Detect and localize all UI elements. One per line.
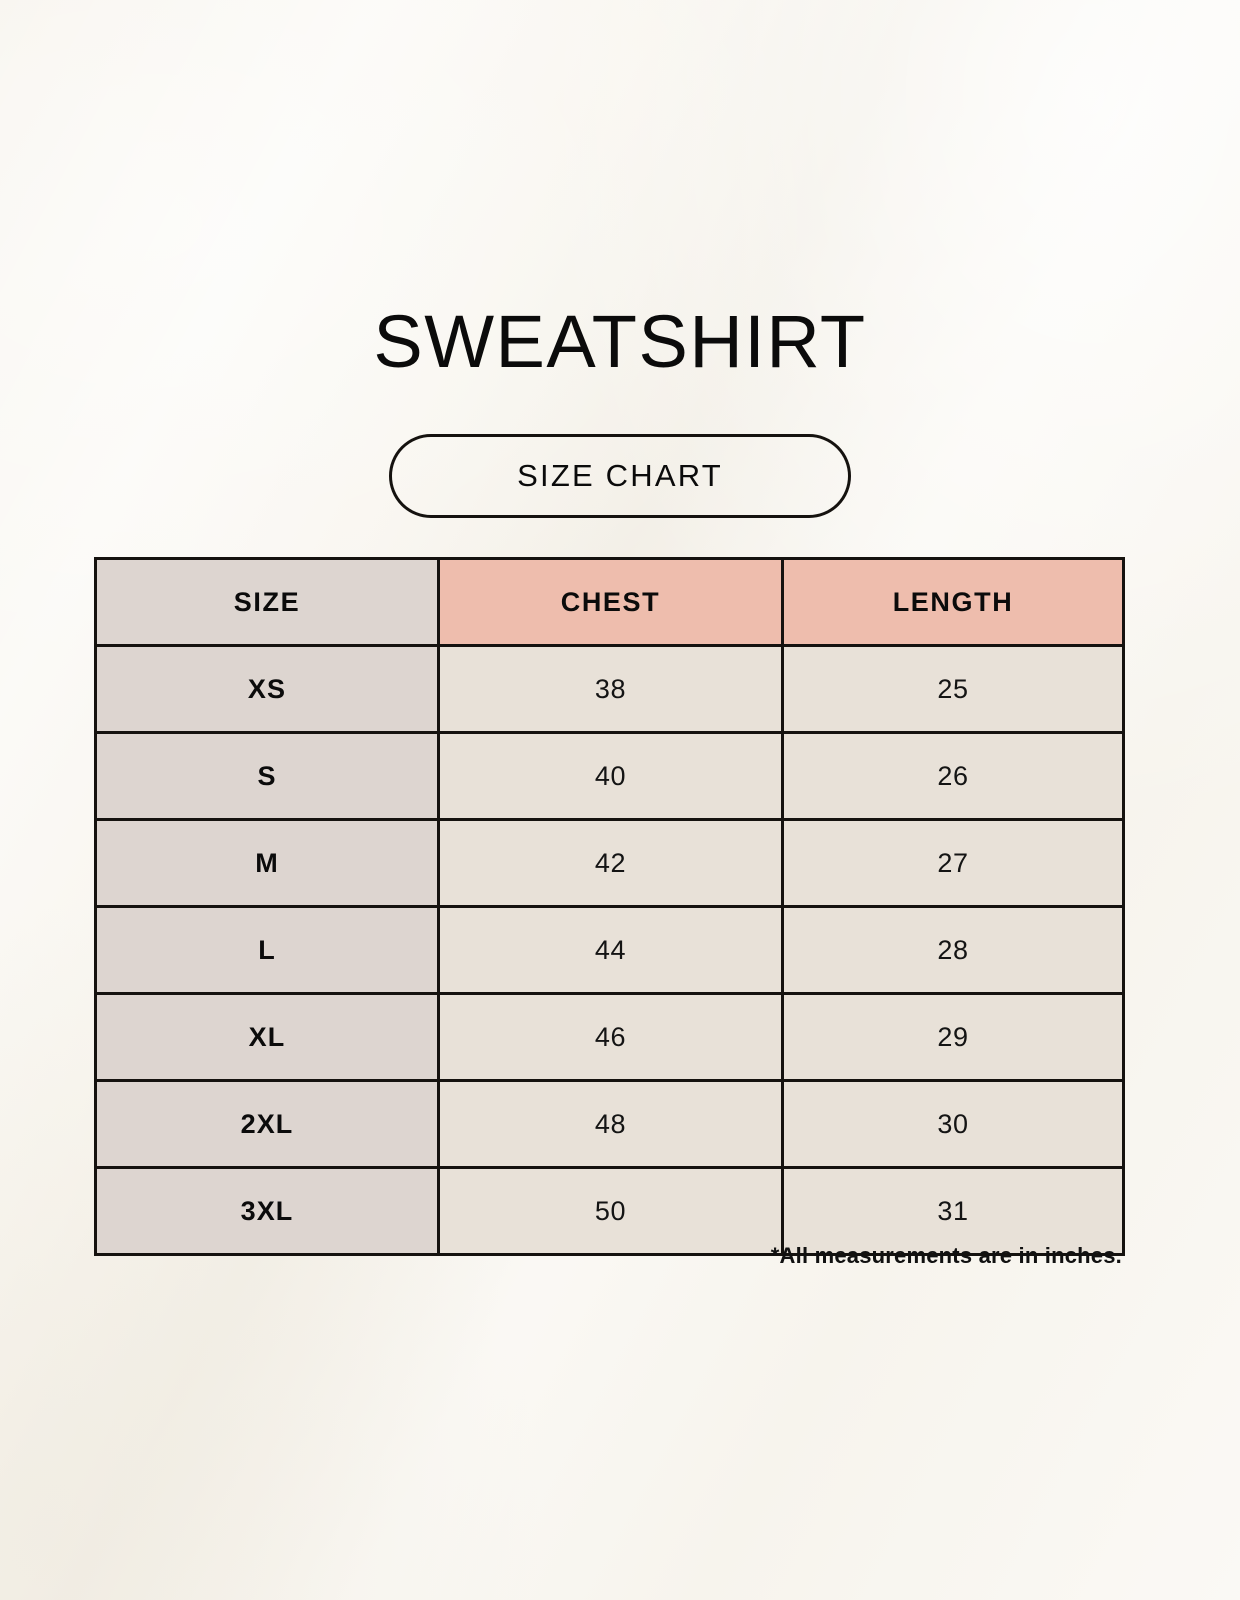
size-chart-badge: SIZE CHART [389,434,851,518]
table-row: M 42 27 [94,818,1125,908]
table-row: 2XL 48 30 [94,1079,1125,1169]
cell-chest: 44 [437,905,784,995]
column-header-length: LENGTH [781,557,1125,647]
cell-size: XL [94,992,440,1082]
table-body: XS 38 25 S 40 26 M 42 27 L 44 28 [94,644,1125,1256]
size-chart-badge-label: SIZE CHART [517,458,723,493]
cell-chest: 38 [437,644,784,734]
cell-length: 27 [781,818,1125,908]
table-row: XL 46 29 [94,992,1125,1082]
cell-length: 25 [781,644,1125,734]
cell-chest: 48 [437,1079,784,1169]
cell-length: 28 [781,905,1125,995]
cell-chest: 46 [437,992,784,1082]
cell-chest: 40 [437,731,784,821]
cell-chest: 50 [437,1166,784,1256]
cell-length: 31 [781,1166,1125,1256]
size-chart-table: SIZE CHEST LENGTH XS 38 25 S 40 26 M [94,557,1125,1256]
cell-length: 26 [781,731,1125,821]
cell-size: 3XL [94,1166,440,1256]
cell-size: M [94,818,440,908]
measurements-footnote: *All measurements are in inches. [770,1243,1122,1268]
table-row: S 40 26 [94,731,1125,821]
table-header-row: SIZE CHEST LENGTH [94,557,1125,647]
table-row: XS 38 25 [94,644,1125,734]
cell-length: 30 [781,1079,1125,1169]
column-header-chest: CHEST [437,557,784,647]
cell-chest: 42 [437,818,784,908]
cell-size: XS [94,644,440,734]
table-row: L 44 28 [94,905,1125,995]
cell-size: 2XL [94,1079,440,1169]
cell-size: L [94,905,440,995]
column-header-size: SIZE [94,557,440,647]
page-title: SWEATSHIRT [373,300,867,383]
cell-length: 29 [781,992,1125,1082]
table-row: 3XL 50 31 [94,1166,1125,1256]
size-chart-table-wrapper: SIZE CHEST LENGTH XS 38 25 S 40 26 M [94,557,1125,1256]
cell-size: S [94,731,440,821]
